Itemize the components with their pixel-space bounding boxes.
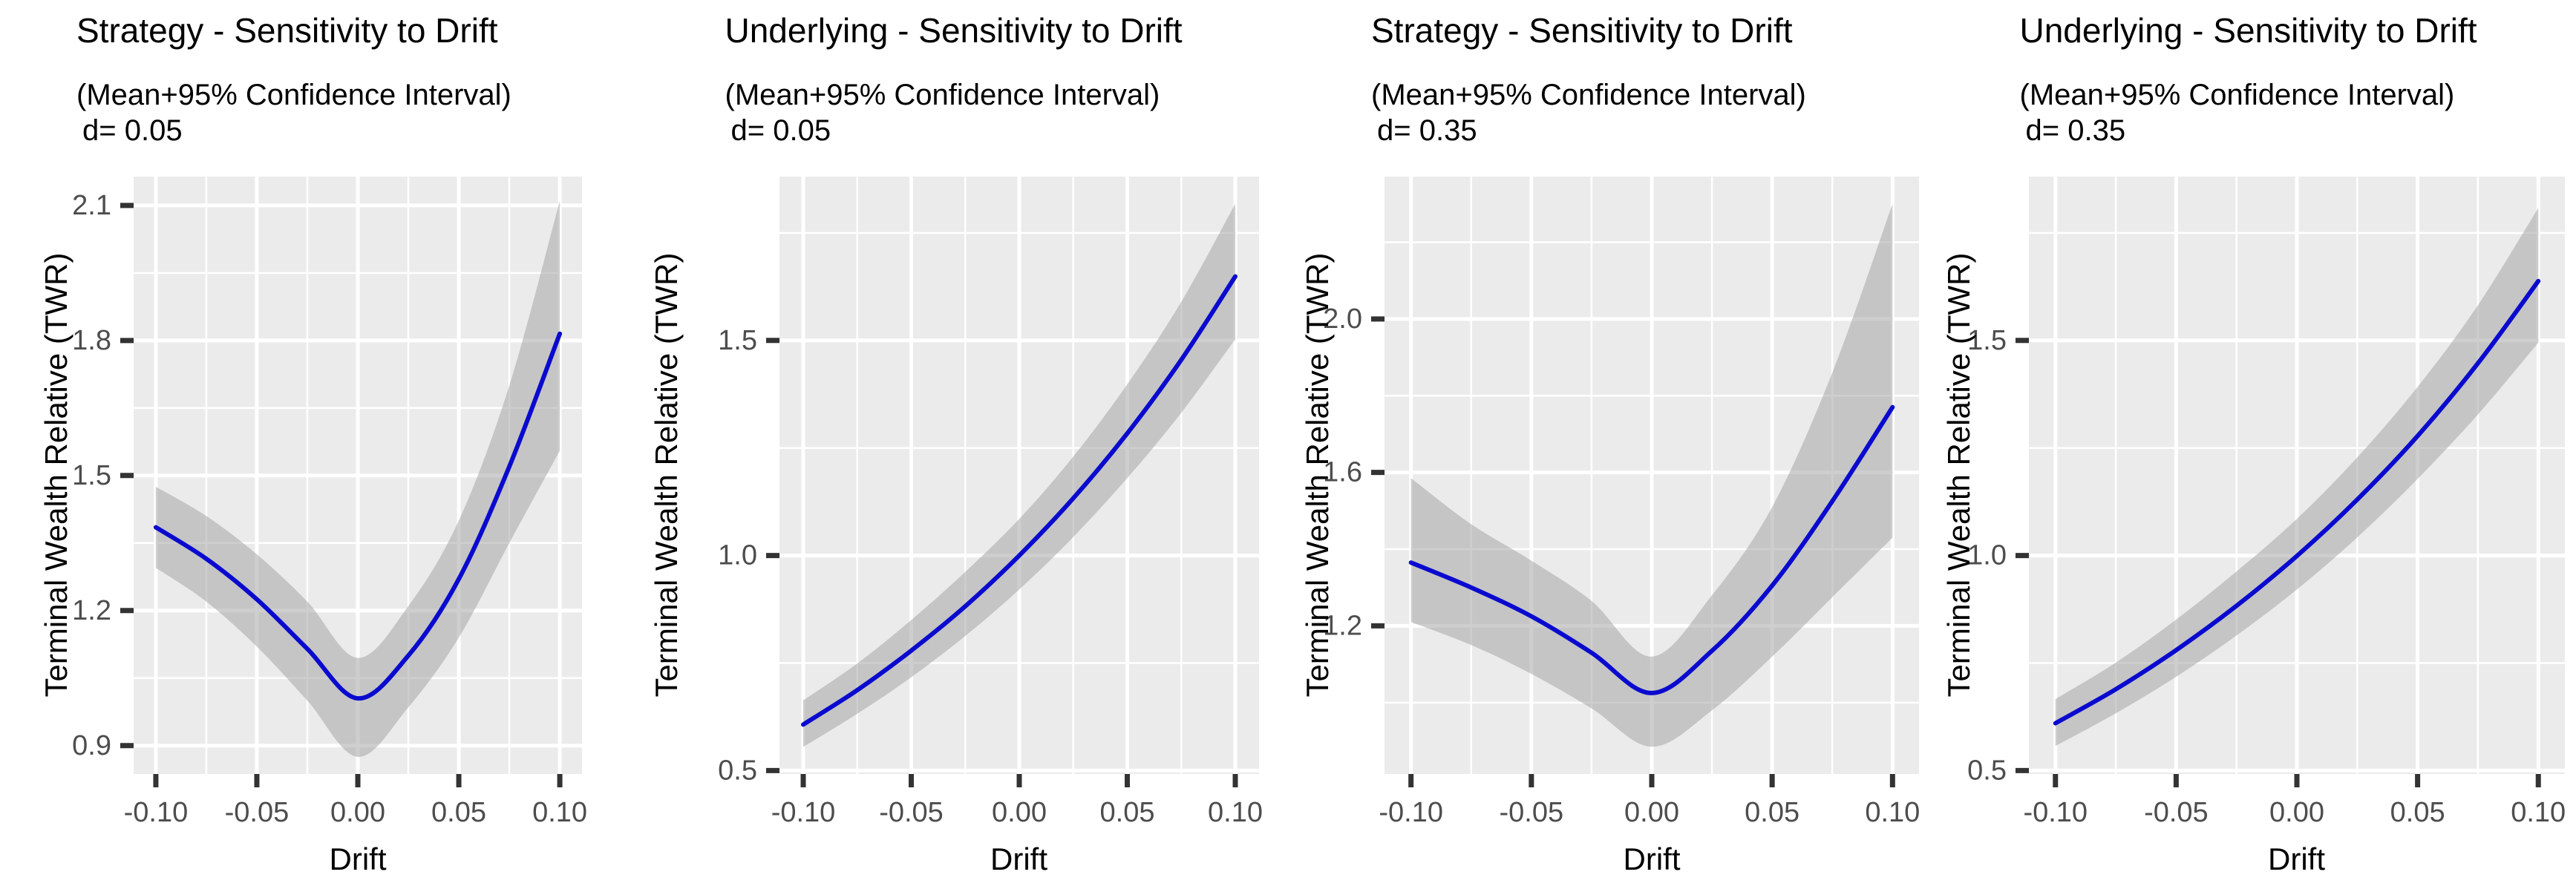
y-axis-title: Terminal Wealth Relative (TWR) bbox=[648, 252, 684, 698]
y-tick-labels: 0.5 1.0 1.5 bbox=[718, 325, 757, 787]
x-tick-label: -0.05 bbox=[2144, 797, 2209, 828]
y-tick-label: 1.5 bbox=[1967, 325, 2007, 356]
panel-title: Strategy - Sensitivity to Drift bbox=[76, 11, 498, 50]
x-tick-labels: -0.10 -0.05 0.00 0.05 0.10 bbox=[2023, 797, 2566, 828]
panel-subtitle: (Mean+95% Confidence Interval) bbox=[2019, 79, 2455, 111]
x-tick-label: 0.00 bbox=[330, 797, 385, 828]
mean-line bbox=[153, 331, 563, 701]
x-tick-labels: -0.10 -0.05 0.00 0.05 0.10 bbox=[124, 797, 587, 828]
y-tick-label: 0.9 bbox=[72, 730, 111, 761]
x-tick-labels: -0.10 -0.05 0.00 0.05 0.10 bbox=[1379, 797, 1920, 828]
y-tick-labels: 0.5 1.0 1.5 bbox=[1967, 325, 2007, 787]
y-tick-label: 2.1 bbox=[72, 190, 111, 221]
y-axis-title: Terminal Wealth Relative (TWR) bbox=[1300, 252, 1335, 698]
x-axis-title: Drift bbox=[2268, 842, 2325, 876]
x-tick-label: -0.05 bbox=[1500, 797, 1564, 828]
plot-strategy-d005: -0.10 -0.05 0.00 0.05 0.10 0.9 1.2 1.5 1.8 2.1 bbox=[72, 177, 587, 828]
x-tick-label: -0.10 bbox=[124, 797, 189, 828]
x-tick-label: 0.10 bbox=[1865, 797, 1920, 828]
y-tick-labels: 0.9 1.2 1.5 1.8 2.1 bbox=[72, 190, 111, 761]
confidence-band bbox=[155, 200, 560, 757]
mean-line bbox=[1408, 404, 1895, 695]
y-tick-label: 0.5 bbox=[718, 755, 757, 786]
mean-line bbox=[2053, 278, 2540, 726]
y-axis-title: Terminal Wealth Relative (TWR) bbox=[1941, 252, 1976, 698]
panel-subtitle: (Mean+95% Confidence Interval) bbox=[1371, 79, 1806, 111]
panel-title: Strategy - Sensitivity to Drift bbox=[1371, 11, 1793, 50]
panel-strategy-d005: -0.10 -0.05 0.00 0.05 0.10 0.9 1.2 1.5 1.8 2.1 St… bbox=[0, 0, 644, 889]
plot-underlying-d035: -0.10 -0.05 0.00 0.05 0.10 0.5 1.0 1.5 bbox=[1967, 177, 2566, 828]
x-tick-label: -0.10 bbox=[771, 797, 835, 828]
x-tick-label: 0.10 bbox=[2511, 797, 2566, 828]
x-tick-label: -0.05 bbox=[879, 797, 944, 828]
panel-underlying-d035: -0.10 -0.05 0.00 0.05 0.10 0.5 1.0 1.5 Underlyi… bbox=[1932, 0, 2576, 889]
x-tick-label: -0.05 bbox=[225, 797, 290, 828]
axis-tick-marks bbox=[2015, 338, 2541, 787]
panel-title: Underlying - Sensitivity to Drift bbox=[2019, 11, 2477, 50]
plot-underlying-d005: -0.10 -0.05 0.00 0.05 0.10 0.5 1.0 1.5 bbox=[718, 177, 1262, 828]
panel-subtitle: (Mean+95% Confidence Interval) bbox=[76, 79, 511, 111]
y-tick-label: 0.5 bbox=[1967, 755, 2007, 786]
y-tick-label: 1.0 bbox=[718, 540, 757, 571]
mean-line bbox=[800, 274, 1238, 727]
y-tick-label: 1.2 bbox=[72, 595, 111, 626]
confidence-band bbox=[802, 203, 1235, 747]
x-tick-label: 0.05 bbox=[2390, 797, 2445, 828]
y-tick-label: 1.2 bbox=[1323, 610, 1362, 641]
plot-strategy-d035: -0.10 -0.05 0.00 0.05 0.10 1.2 1.6 2.0 bbox=[1323, 177, 1920, 828]
y-tick-label: 1.0 bbox=[1967, 540, 2007, 571]
y-tick-label: 1.8 bbox=[72, 325, 111, 356]
x-tick-label: 0.10 bbox=[1208, 797, 1263, 828]
x-tick-label: 0.05 bbox=[431, 797, 486, 828]
panel-underlying-d005: -0.10 -0.05 0.00 0.05 0.10 0.5 1.0 1.5 Underlyi… bbox=[644, 0, 1289, 889]
x-axis-title: Drift bbox=[1623, 842, 1681, 876]
panel-subtitle: (Mean+95% Confidence Interval) bbox=[725, 79, 1160, 111]
x-tick-label: 0.05 bbox=[1745, 797, 1799, 828]
y-tick-label: 1.5 bbox=[718, 325, 757, 356]
axis-tick-marks bbox=[1371, 316, 1895, 787]
x-tick-label: 0.05 bbox=[1099, 797, 1154, 828]
x-tick-label: -0.10 bbox=[1379, 797, 1443, 828]
y-axis-title: Terminal Wealth Relative (TWR) bbox=[39, 252, 73, 698]
x-tick-label: 0.00 bbox=[1624, 797, 1679, 828]
axis-tick-marks bbox=[120, 203, 563, 787]
confidence-band bbox=[2055, 208, 2538, 747]
y-tick-label: 1.6 bbox=[1323, 457, 1362, 488]
x-tick-labels: -0.10 -0.05 0.00 0.05 0.10 bbox=[771, 797, 1262, 828]
panel-annotation: d= 0.05 bbox=[82, 114, 183, 147]
panel-annotation: d= 0.35 bbox=[2025, 114, 2126, 147]
y-tick-labels: 1.2 1.6 2.0 bbox=[1323, 304, 1362, 642]
panel-title: Underlying - Sensitivity to Drift bbox=[725, 11, 1183, 50]
panel-annotation: d= 0.35 bbox=[1377, 114, 1477, 147]
x-axis-title: Drift bbox=[329, 842, 387, 876]
x-tick-label: 0.10 bbox=[532, 797, 587, 828]
panel-annotation: d= 0.05 bbox=[730, 114, 831, 147]
confidence-band bbox=[1410, 203, 1893, 747]
axis-tick-marks bbox=[765, 338, 1238, 787]
panel-strategy-d035: -0.10 -0.05 0.00 0.05 0.10 1.2 1.6 2.0 Strategy… bbox=[1288, 0, 1932, 889]
x-axis-title: Drift bbox=[990, 842, 1047, 876]
y-tick-label: 1.5 bbox=[72, 460, 111, 491]
x-tick-label: 0.00 bbox=[992, 797, 1047, 828]
x-tick-label: -0.10 bbox=[2023, 797, 2088, 828]
y-tick-label: 2.0 bbox=[1323, 304, 1362, 335]
x-tick-label: 0.00 bbox=[2269, 797, 2324, 828]
